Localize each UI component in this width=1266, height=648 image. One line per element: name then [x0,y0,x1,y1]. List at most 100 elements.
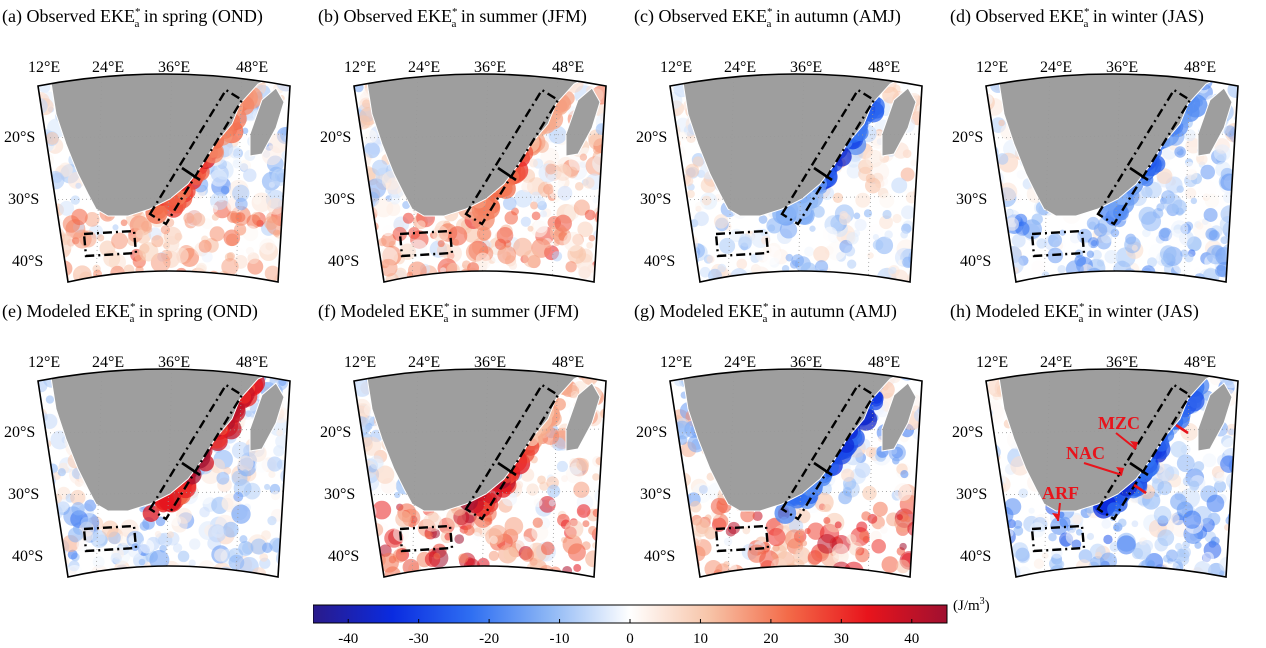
colorbar-tick-label: 40 [904,631,920,647]
lon-label: 48°E [868,354,900,371]
colorbar-tick-label: -30 [408,631,429,647]
map-frame [985,73,1239,283]
colorbar-tick-label: -10 [549,631,570,647]
madagascar-land [1197,87,1233,157]
lon-label: 12°E [976,354,1008,371]
map-svg: 12°E 24°E 36°E 48°E 20°S 30°S 40°S MZC NAC ARF [952,354,1239,578]
lon-label: 36°E [1106,354,1138,371]
lat-label: 20°S [320,129,351,146]
lon-label: 36°E [790,59,822,76]
lon-label: 24°E [408,354,440,371]
lat-label: 30°S [324,486,355,503]
map-svg: 12°E 24°E 36°E 48°E 20°S 30°S 40°S [636,59,923,283]
boundary-current-box [780,383,876,521]
madagascar-land [249,87,285,157]
lon-label: 12°E [660,354,692,371]
map-frame [985,368,1239,578]
panel-title: (e) Modeled EKE*a in spring (OND) [2,301,258,325]
nac-divider [1133,483,1147,495]
lat-label: 40°S [328,548,359,565]
map-frame [353,368,607,578]
lat-label: 40°S [12,548,43,565]
lat-label: 20°S [636,424,667,441]
boundary-current-box [780,88,876,226]
lat-label: 40°S [328,253,359,270]
lon-label: 24°E [92,354,124,371]
lon-label: 48°E [1184,354,1216,371]
lat-label: 40°S [644,548,675,565]
land-mask [997,369,1238,512]
map-frame [37,368,291,578]
madagascar-land [881,382,917,452]
lat-label: 30°S [8,486,39,503]
boundary-current-box [148,383,244,521]
lon-label: 36°E [790,354,822,371]
map-frame [669,368,923,578]
land-mask [997,74,1238,217]
colorbar-tick-label: -40 [338,631,359,647]
lat-label: 20°S [320,424,351,441]
lat-label: 30°S [640,191,671,208]
land-mask [681,74,922,217]
map-panel-b: (b) Observed EKE*a in summer (JFM) 12°E 24… [316,4,632,309]
madagascar-land [1197,382,1233,452]
colorbar: (J/m3) -40 -30 -20 -10 0 10 20 30 40 [313,596,993,647]
madagascar-land [881,87,917,157]
retroflection-box [1030,524,1086,553]
colorbar-tick-label: -20 [479,631,500,647]
annotation-arrow [1115,432,1137,450]
boundary-current-box [1096,383,1192,521]
map-panel-c: (c) Observed EKE*a in autumn (AMJ) 12°E 24… [632,4,948,309]
annotation-mzc: MZC [1098,413,1140,433]
arrow-head-icon [1130,441,1138,449]
map-panel-d: (d) Observed EKE*a in winter (JAS) 12°E 24… [948,4,1264,309]
lon-label: 12°E [28,354,60,371]
map-panel-e: (e) Modeled EKE*a in spring (OND) 12°E 24°… [0,299,316,604]
lat-label: 20°S [952,129,983,146]
lon-label: 12°E [976,59,1008,76]
retroflection-box [82,524,138,553]
lon-label: 24°E [724,354,756,371]
boundary-current-box [148,88,244,226]
lon-label: 48°E [1184,59,1216,76]
lat-label: 40°S [960,253,991,270]
retroflection-box [398,524,454,553]
madagascar-land [565,382,601,452]
lat-label: 20°S [4,424,35,441]
map-svg: 12°E 24°E 36°E 48°E 20°S 30°S 40°S [636,354,923,578]
arrow-head-icon [1052,513,1060,521]
map-frame [37,73,291,283]
lat-label: 30°S [956,191,987,208]
lon-label: 12°E [660,59,692,76]
lon-label: 24°E [92,59,124,76]
lat-label: 40°S [960,548,991,565]
retroflection-box [398,229,454,258]
land-mask [49,74,290,217]
map-svg: 12°E 24°E 36°E 48°E 20°S 30°S 40°S [4,354,291,578]
panel-title: (c) Observed EKE*a in autumn (AMJ) [634,6,901,30]
boundary-current-box [464,88,560,226]
colorbar-tick-label: 20 [763,631,779,647]
mzc-divider [1175,423,1189,435]
annotation-arrow [1083,462,1123,476]
panel-title: (b) Observed EKE*a in summer (JFM) [318,6,587,30]
lat-label: 30°S [8,191,39,208]
lon-label: 36°E [1106,59,1138,76]
colorbar-tick-label: 0 [626,631,634,647]
lon-label: 48°E [552,354,584,371]
land-mask [49,369,290,512]
boundary-current-box [1096,88,1192,226]
lon-label: 12°E [344,59,376,76]
land-mask [681,369,922,512]
madagascar-land [249,382,285,452]
colorbar-tick-label: 30 [833,631,849,647]
colorbar-unit: (J/m3) [953,596,990,614]
lon-label: 24°E [1040,354,1072,371]
retroflection-box [714,229,770,258]
colorbar-tick-label: 10 [692,631,708,647]
lat-label: 30°S [640,486,671,503]
lat-label: 20°S [4,129,35,146]
lon-label: 12°E [28,59,60,76]
retroflection-box [82,229,138,258]
retroflection-box [714,524,770,553]
